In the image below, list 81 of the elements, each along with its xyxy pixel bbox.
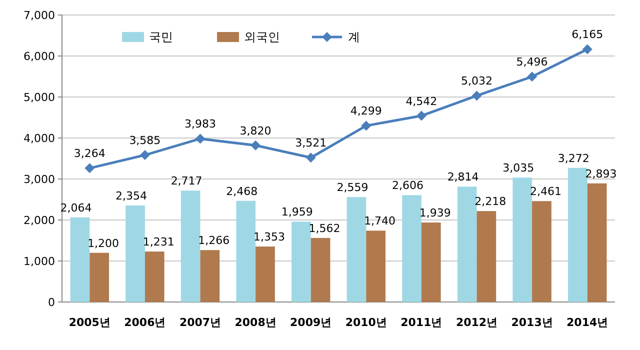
point (250, 140, 261, 150)
y-tick-label: 6,000 (24, 50, 55, 63)
data-label: 2,606 (392, 179, 424, 192)
data-label: 6,165 (572, 28, 604, 42)
y-tick-label: 3,000 (24, 172, 55, 186)
bar (310, 238, 330, 302)
bar (366, 230, 386, 302)
point (472, 90, 482, 101)
bar (532, 201, 552, 302)
point (195, 134, 206, 144)
y-tick-label: 2,000 (24, 214, 55, 227)
bar (90, 252, 110, 302)
data-label: 3,820 (240, 124, 272, 138)
data-label: 1,231 (142, 236, 174, 249)
x-tick-label: 2006년 (124, 316, 166, 329)
data-label: 3,272 (558, 152, 590, 165)
data-label: 2,893 (585, 167, 617, 180)
bar (70, 217, 90, 302)
point (140, 150, 150, 160)
point (306, 152, 316, 163)
bar (256, 246, 275, 302)
point (416, 110, 426, 121)
data-label: 2,468 (226, 184, 258, 198)
data-label: 1,939 (419, 206, 451, 220)
bar (291, 222, 311, 302)
bar (402, 195, 422, 302)
data-label: 3,521 (295, 136, 327, 150)
bar (587, 183, 607, 302)
y-tick-label: 5,000 (24, 90, 55, 104)
x-tick-label: 2010년 (345, 316, 387, 329)
x-tick-label: 2008년 (234, 316, 276, 329)
x-tick-label: 2014년 (566, 316, 608, 329)
data-label: 5,032 (461, 74, 492, 88)
data-label: 2,461 (530, 185, 562, 198)
bar (144, 252, 164, 302)
y-tick-label: 4,000 (24, 132, 55, 145)
bar (236, 200, 256, 302)
data-label: 3,585 (129, 134, 161, 148)
legend-label: 계 (348, 30, 360, 44)
x-tick-label: 2007년 (179, 316, 222, 329)
data-label: 1,200 (88, 236, 120, 250)
data-label: 2,717 (170, 174, 202, 188)
data-label: 2,814 (447, 170, 479, 184)
bar (476, 211, 496, 302)
x-tick-label: 2013년 (511, 316, 553, 329)
data-label: 1,959 (281, 206, 313, 219)
y-tick-label: 7,000 (24, 8, 55, 22)
data-label: 5,496 (516, 56, 548, 69)
x-tick-label: 2005년 (68, 316, 110, 329)
data-label: 2,354 (116, 189, 148, 202)
bar (421, 222, 441, 302)
x-tick-label: 2011년 (400, 316, 442, 329)
data-label: 3,983 (184, 118, 216, 131)
bar (568, 168, 588, 302)
data-label: 4,542 (406, 94, 438, 108)
bar (512, 178, 532, 302)
y-tick-label: 0 (48, 296, 55, 309)
data-label: 1,562 (308, 222, 340, 235)
data-label: 3,264 (74, 147, 106, 160)
data-label: 3,035 (502, 162, 534, 175)
data-label: 2,064 (60, 201, 92, 214)
data-label: 2,218 (474, 195, 506, 208)
bar (126, 205, 145, 302)
point (582, 44, 592, 54)
bar (200, 250, 220, 302)
data-label: 1,353 (253, 230, 285, 244)
legend-label: 외국인 (244, 30, 280, 44)
bar (180, 190, 200, 302)
point (84, 163, 95, 174)
x-tick-label: 2009년 (290, 316, 332, 329)
point (361, 120, 372, 131)
bar (346, 197, 366, 302)
x-tick-label: 2012년 (456, 316, 498, 329)
data-label: 4,299 (350, 104, 382, 118)
point (527, 72, 538, 82)
data-label: 2,559 (336, 181, 368, 194)
data-label: 1,266 (198, 234, 230, 248)
legend-label: 국민 (149, 30, 173, 44)
bar (457, 186, 477, 302)
y-tick-label: 1,000 (24, 254, 55, 268)
data-label: 1,740 (364, 214, 396, 228)
